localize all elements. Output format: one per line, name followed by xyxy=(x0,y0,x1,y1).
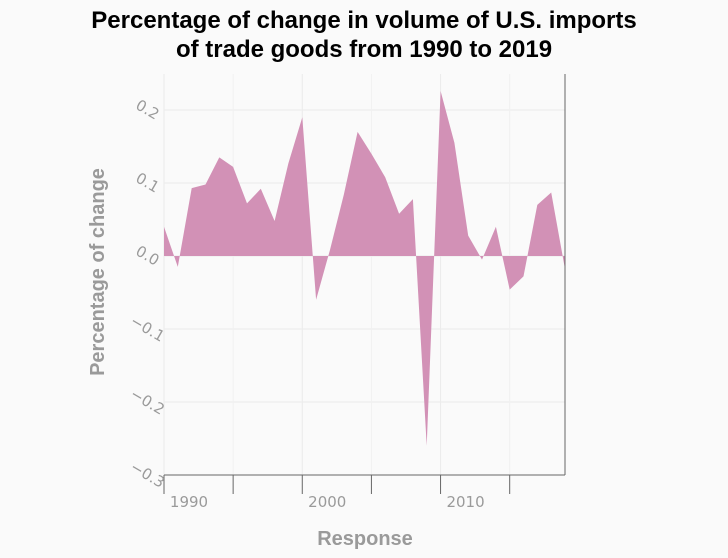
plot-area xyxy=(163,91,566,446)
x-tick-label: 1990 xyxy=(170,493,208,511)
y-tick-label: 0.0 xyxy=(133,242,163,270)
y-tick-label: 0.2 xyxy=(133,96,163,124)
y-tick-label: 0.1 xyxy=(133,169,163,197)
x-tick-label: 2010 xyxy=(446,493,484,511)
chart-title-line-2: of trade goods from 1990 to 2019 xyxy=(175,36,553,63)
x-axis-title: Response xyxy=(317,528,413,550)
y-tick-label: −0.3 xyxy=(127,458,168,492)
chart-title: Percentage of change in volume of U.S. i… xyxy=(0,6,728,64)
grid xyxy=(163,74,565,476)
axes: 1990 2000 2010 0.2 0.1 0.0 −0.1 −0.2 −0.3 xyxy=(127,74,566,511)
y-axis-title: Percentage of change xyxy=(87,168,109,376)
y-tick-label: −0.1 xyxy=(127,312,168,346)
y-tick-label: −0.2 xyxy=(127,385,168,419)
area-series xyxy=(164,91,565,446)
chart-title-line-1: Percentage of change in volume of U.S. i… xyxy=(91,7,637,34)
x-tick-label: 2000 xyxy=(308,493,346,511)
